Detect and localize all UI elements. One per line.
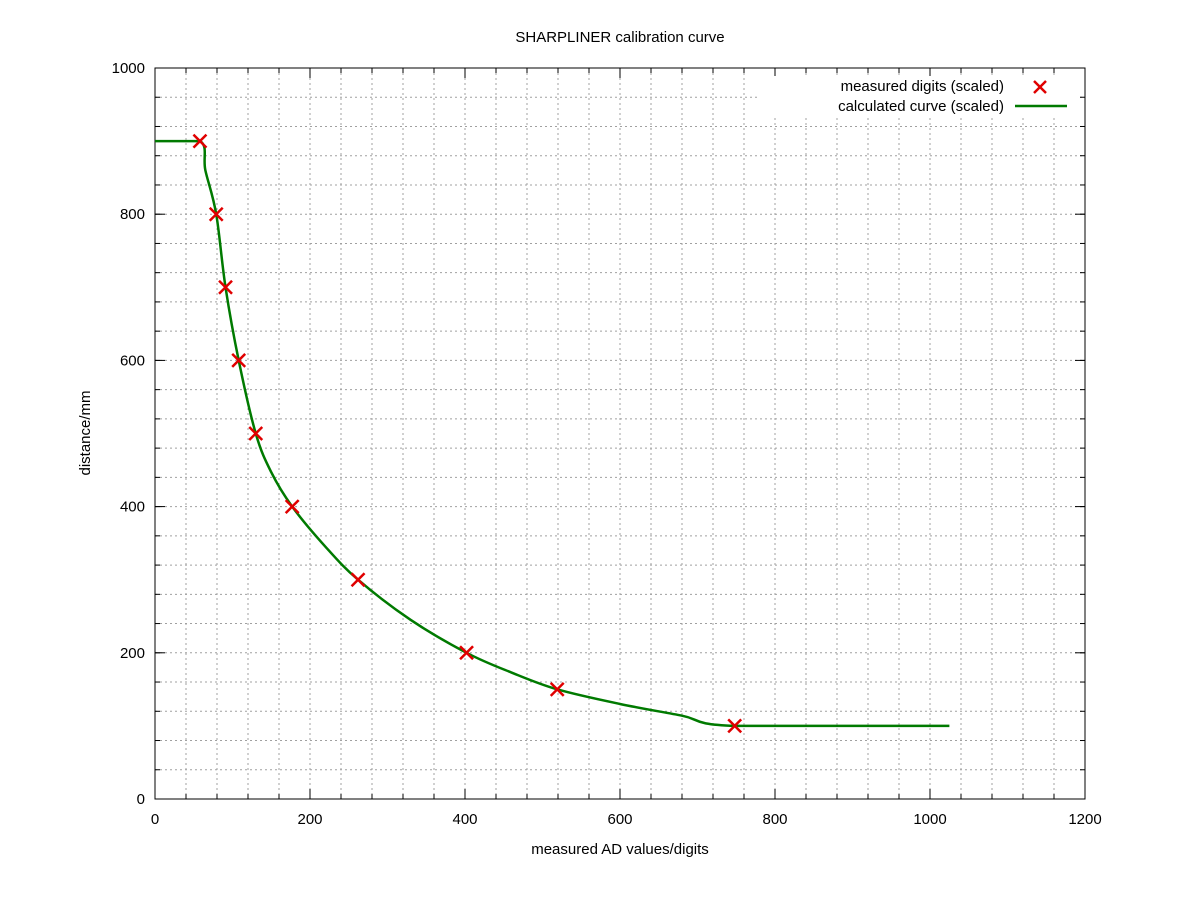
axis-ticks: 0 200 400 600 800 1000 1200 0 200 400 600 800 1000: [112, 60, 1102, 828]
chart-title: SHARPLINER calibration curve: [515, 29, 724, 46]
measured-point-marker: [218, 279, 233, 295]
measured-point-marker: [727, 718, 743, 734]
legend-label-calculated: calculated curve (scaled): [838, 98, 1004, 115]
x-tick-label: 200: [297, 811, 322, 828]
x-tick-label: 400: [452, 811, 477, 828]
x-tick-label: 0: [151, 811, 159, 828]
legend-label-measured: measured digits (scaled): [841, 78, 1004, 95]
measured-point-marker: [248, 426, 264, 441]
legend-background: [760, 76, 1078, 118]
y-tick-label: 200: [120, 645, 145, 662]
measured-point-marker: [284, 499, 300, 514]
measured-point-marker: [231, 353, 247, 368]
series-layer: [155, 133, 950, 734]
measured-point-marker: [208, 206, 224, 222]
measured-point-marker: [350, 572, 366, 588]
y-tick-label: 400: [120, 499, 145, 516]
y-tick-label: 800: [120, 206, 145, 223]
x-axis-label: measured AD values/digits: [531, 841, 709, 858]
y-axis-label: distance/mm: [77, 390, 94, 475]
y-tick-label: 600: [120, 352, 145, 369]
plot-frame: [154, 67, 1086, 800]
y-tick-label: 0: [137, 791, 145, 808]
legend-marker-measured: [1033, 80, 1047, 94]
measured-point-marker: [549, 681, 565, 697]
grid: [155, 68, 1085, 799]
x-tick-label: 1200: [1068, 811, 1101, 828]
calculated-curve-line: [155, 139, 950, 728]
legend: measured digits (scaled) calculated curv…: [760, 76, 1078, 118]
x-tick-label: 800: [762, 811, 787, 828]
x-tick-label: 1000: [913, 811, 946, 828]
x-tick-label: 600: [607, 811, 632, 828]
measured-point-marker: [459, 645, 474, 661]
measured-point-marker: [192, 133, 208, 149]
y-tick-label: 1000: [112, 60, 145, 77]
